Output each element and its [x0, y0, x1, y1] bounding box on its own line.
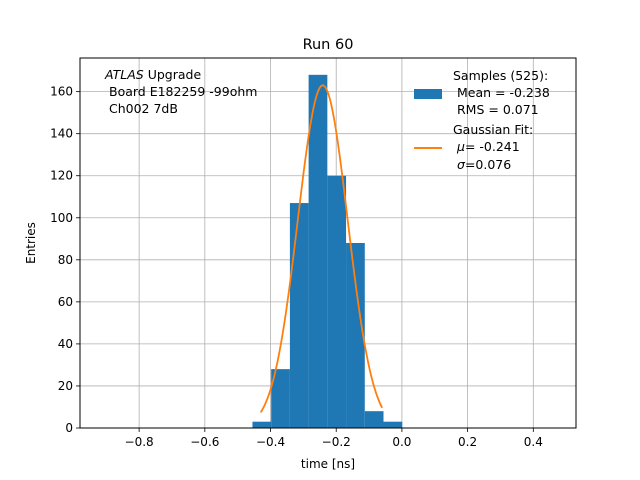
legend-samples-swatch: [414, 89, 442, 99]
y-tick-label: 140: [50, 127, 73, 141]
histogram-bar: [252, 421, 272, 428]
x-tick-label: 0.0: [392, 435, 411, 449]
gaussian-fit-line: [259, 84, 384, 413]
annotation-line-2: Board E182259 -99ohm: [109, 84, 257, 99]
y-tick-label: 20: [58, 379, 73, 393]
histogram-bar: [364, 411, 384, 428]
histogram-bar: [346, 243, 365, 428]
legend-fit-sigma-value: =0.076: [465, 157, 511, 172]
legend: Samples (525): Mean = -0.238 RMS = 0.071…: [414, 68, 550, 172]
plot-frame: [79, 57, 577, 429]
annotation-upgrade: Upgrade: [144, 67, 202, 82]
legend-fit-mu: μ= -0.241: [456, 139, 520, 154]
histogram-bar: [271, 369, 290, 428]
y-tick-label: 60: [58, 295, 73, 309]
annotation-atlas: ATLAS: [104, 67, 144, 82]
x-tick-label: 0.2: [458, 435, 477, 449]
y-axis-label: Entries: [24, 222, 38, 264]
annotation-line-1: ATLAS Upgrade: [104, 67, 201, 82]
atlas-annotation: ATLAS Upgrade Board E182259 -99ohm Ch002…: [104, 67, 257, 116]
y-tick-label: 40: [58, 337, 73, 351]
y-tick-label: 80: [58, 253, 73, 267]
gaussian-fit-curve: [259, 84, 384, 413]
x-axis-ticks: −0.8 −0.6 −0.4 −0.2 0.0 0.2 0.4: [125, 428, 543, 449]
histogram-bar: [289, 203, 309, 428]
legend-fit-sigma: σ=0.076: [457, 157, 511, 172]
y-tick-label: 160: [50, 85, 73, 99]
x-tick-label: −0.6: [190, 435, 219, 449]
y-tick-label: 0: [65, 421, 73, 435]
histogram-bar: [308, 74, 328, 429]
legend-fit-title: Gaussian Fit:: [453, 122, 533, 137]
legend-samples-mean: Mean = -0.238: [457, 85, 550, 100]
x-tick-label: −0.8: [125, 435, 154, 449]
x-tick-label: −0.4: [256, 435, 285, 449]
legend-fit-mu-value: = -0.241: [465, 139, 520, 154]
chart-title: Run 60: [303, 37, 354, 53]
histogram-bar: [327, 175, 347, 428]
annotation-line-3: Ch002 7dB: [109, 101, 178, 116]
x-axis-label: time [ns]: [301, 457, 355, 471]
x-tick-label: 0.4: [524, 435, 543, 449]
histogram-bars: [252, 74, 403, 429]
legend-samples-rms: RMS = 0.071: [457, 102, 539, 117]
legend-samples-title: Samples (525):: [453, 68, 548, 83]
legend-sigma-symbol: σ: [457, 157, 466, 172]
x-tick-label: −0.2: [322, 435, 351, 449]
y-tick-label: 100: [50, 211, 73, 225]
histogram-bar: [383, 421, 403, 428]
y-tick-label: 120: [50, 169, 73, 183]
legend-mu-symbol: μ: [456, 139, 465, 154]
y-axis-ticks: 0 20 40 60 80 100 120 140 160: [50, 85, 80, 435]
